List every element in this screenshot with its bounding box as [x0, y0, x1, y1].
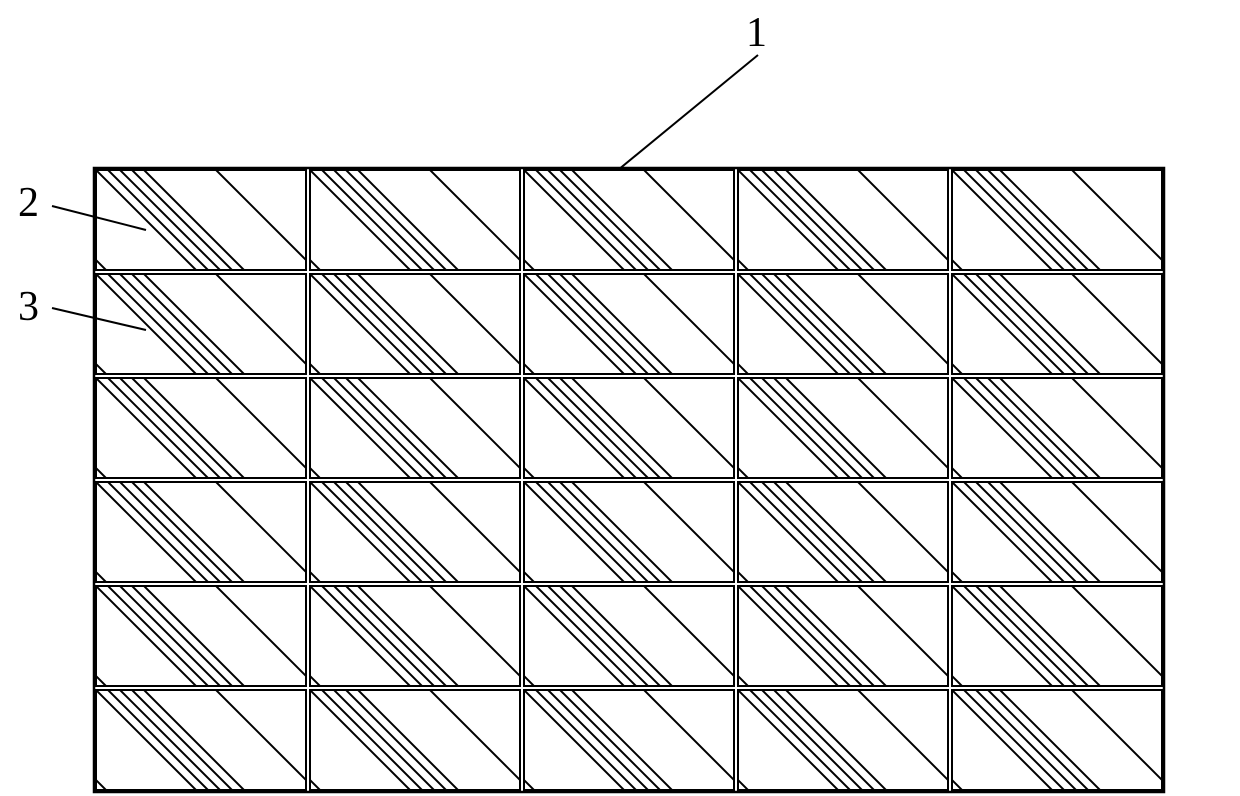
diagram-stage: 1 2 3	[0, 0, 1240, 796]
callout-line-1	[618, 55, 758, 170]
callout-line-2	[52, 206, 146, 230]
callout-label-1: 1	[746, 12, 767, 54]
diagram-svg	[0, 0, 1240, 796]
callout-label-3: 3	[18, 286, 39, 328]
callout-label-2: 2	[18, 182, 39, 224]
